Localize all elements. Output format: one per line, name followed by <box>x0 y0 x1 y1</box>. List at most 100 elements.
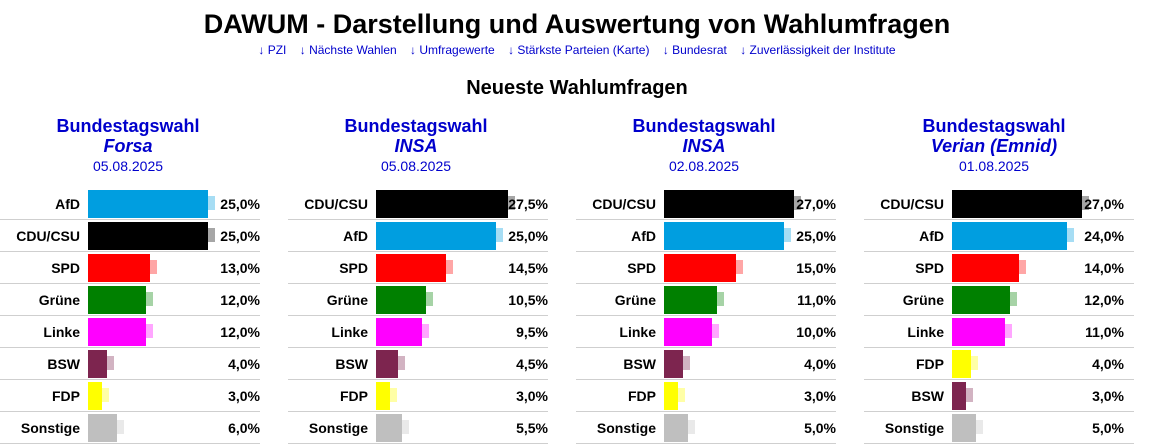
previous-value-marker <box>95 388 109 402</box>
poll-date: 05.08.2025 <box>380 158 452 174</box>
result-bar <box>664 286 717 314</box>
party-label: SPD <box>51 260 80 276</box>
table-row: Linke 10,0% <box>576 316 836 348</box>
result-bar <box>952 286 1010 314</box>
result-value: 6,0% <box>228 420 260 436</box>
previous-value-marker <box>419 292 433 306</box>
table-row: Grüne 12,0% <box>864 284 1134 316</box>
result-bar <box>376 286 426 314</box>
result-bar <box>88 382 102 410</box>
section-navigation: ↓ PZI ↓ Nächste Wahlen ↓ Umfragewerte ↓ … <box>0 42 1154 58</box>
result-bar <box>376 318 422 346</box>
party-label: BSW <box>911 388 944 404</box>
previous-value-marker <box>201 196 215 210</box>
nav-link-pzi[interactable]: ↓ PZI <box>258 43 287 57</box>
result-bar <box>88 222 208 250</box>
party-label: Grüne <box>902 292 944 308</box>
table-row: BSW 4,0% <box>576 348 836 380</box>
table-row: BSW 4,5% <box>288 348 548 380</box>
previous-value-marker <box>1003 292 1017 306</box>
poll-institute-link[interactable]: INSA <box>394 136 438 156</box>
nav-link-umfragewerte[interactable]: ↓ Umfragewerte <box>410 43 495 57</box>
result-value: 12,0% <box>220 324 260 340</box>
previous-value-marker <box>489 228 503 242</box>
poll-institute-link[interactable]: INSA <box>682 136 726 156</box>
previous-value-marker <box>415 324 429 338</box>
table-row: SPD 13,0% <box>0 252 260 284</box>
table-row: BSW 3,0% <box>864 380 1134 412</box>
previous-value-marker <box>383 388 397 402</box>
previous-value-marker <box>671 388 685 402</box>
previous-value-marker <box>100 356 114 370</box>
result-bar <box>664 318 712 346</box>
table-row: Sonstige 5,0% <box>576 412 836 444</box>
result-value: 4,0% <box>804 356 836 372</box>
page-title: DAWUM - Darstellung und Auswertung von W… <box>203 9 951 39</box>
party-label: CDU/CSU <box>592 196 656 212</box>
previous-value-marker <box>139 292 153 306</box>
poll-header[interactable]: Bundestagswahl Verian (Emnid) 01.08.2025 <box>864 116 1124 175</box>
poll-election-link[interactable]: Bundestagswahl <box>344 116 488 136</box>
party-label: Linke <box>619 324 656 340</box>
table-row: Sonstige 5,0% <box>864 412 1134 444</box>
previous-value-marker <box>143 260 157 274</box>
table-row: CDU/CSU 25,0% <box>0 220 260 252</box>
result-value: 4,0% <box>1092 356 1124 372</box>
result-bar <box>376 222 496 250</box>
table-row: AfD 25,0% <box>288 220 548 252</box>
result-bar <box>664 190 794 218</box>
result-bar <box>376 414 402 442</box>
party-label: AfD <box>631 228 656 244</box>
poll-institute-link[interactable]: Forsa <box>103 136 153 156</box>
result-bar <box>952 222 1067 250</box>
result-bar <box>952 254 1019 282</box>
poll-election-link[interactable]: Bundestagswahl <box>632 116 776 136</box>
previous-value-marker <box>201 228 215 242</box>
result-value: 4,5% <box>516 356 548 372</box>
result-bar <box>664 350 683 378</box>
result-value: 27,5% <box>508 196 548 212</box>
result-bar <box>952 382 966 410</box>
table-row: Sonstige 6,0% <box>0 412 260 444</box>
result-value: 5,0% <box>804 420 836 436</box>
party-label: AfD <box>55 196 80 212</box>
table-row: FDP 3,0% <box>576 380 836 412</box>
party-label: Grüne <box>38 292 80 308</box>
result-bar <box>88 254 150 282</box>
nav-link-bundesrat[interactable]: ↓ Bundesrat <box>662 43 727 57</box>
result-bar <box>376 190 508 218</box>
result-value: 27,0% <box>796 196 836 212</box>
previous-value-marker <box>705 324 719 338</box>
result-value: 3,0% <box>228 388 260 404</box>
nav-link-staerkste-parteien[interactable]: ↓ Stärkste Parteien (Karte) <box>508 43 650 57</box>
result-value: 12,0% <box>220 292 260 308</box>
poll-header[interactable]: Bundestagswahl INSA 05.08.2025 <box>288 116 544 175</box>
nav-link-zuverlaessigkeit[interactable]: ↓ Zuverlässigkeit der Institute <box>740 43 896 57</box>
table-row: Linke 9,5% <box>288 316 548 348</box>
result-bar <box>664 414 688 442</box>
result-value: 25,0% <box>796 228 836 244</box>
result-value: 24,0% <box>1084 228 1124 244</box>
party-label: FDP <box>628 388 656 404</box>
party-label: SPD <box>627 260 656 276</box>
nav-link-naechste-wahlen[interactable]: ↓ Nächste Wahlen <box>299 43 397 57</box>
poll-header[interactable]: Bundestagswahl INSA 02.08.2025 <box>576 116 832 175</box>
poll-institute-link[interactable]: Verian (Emnid) <box>930 136 1058 156</box>
previous-value-marker <box>787 196 801 210</box>
poll-date: 01.08.2025 <box>958 158 1030 174</box>
party-label: AfD <box>343 228 368 244</box>
result-bar <box>664 254 736 282</box>
poll-election-link[interactable]: Bundestagswahl <box>56 116 200 136</box>
result-bar <box>952 190 1082 218</box>
previous-value-marker <box>391 356 405 370</box>
table-row: FDP 3,0% <box>0 380 260 412</box>
party-label: CDU/CSU <box>304 196 368 212</box>
poll-header[interactable]: Bundestagswahl Forsa 05.08.2025 <box>0 116 256 175</box>
party-label: SPD <box>915 260 944 276</box>
poll-election-link[interactable]: Bundestagswahl <box>922 116 1066 136</box>
table-row: SPD 14,0% <box>864 252 1134 284</box>
result-bar <box>376 350 398 378</box>
party-label: BSW <box>335 356 368 372</box>
result-bar <box>376 382 390 410</box>
result-value: 5,0% <box>1092 420 1124 436</box>
